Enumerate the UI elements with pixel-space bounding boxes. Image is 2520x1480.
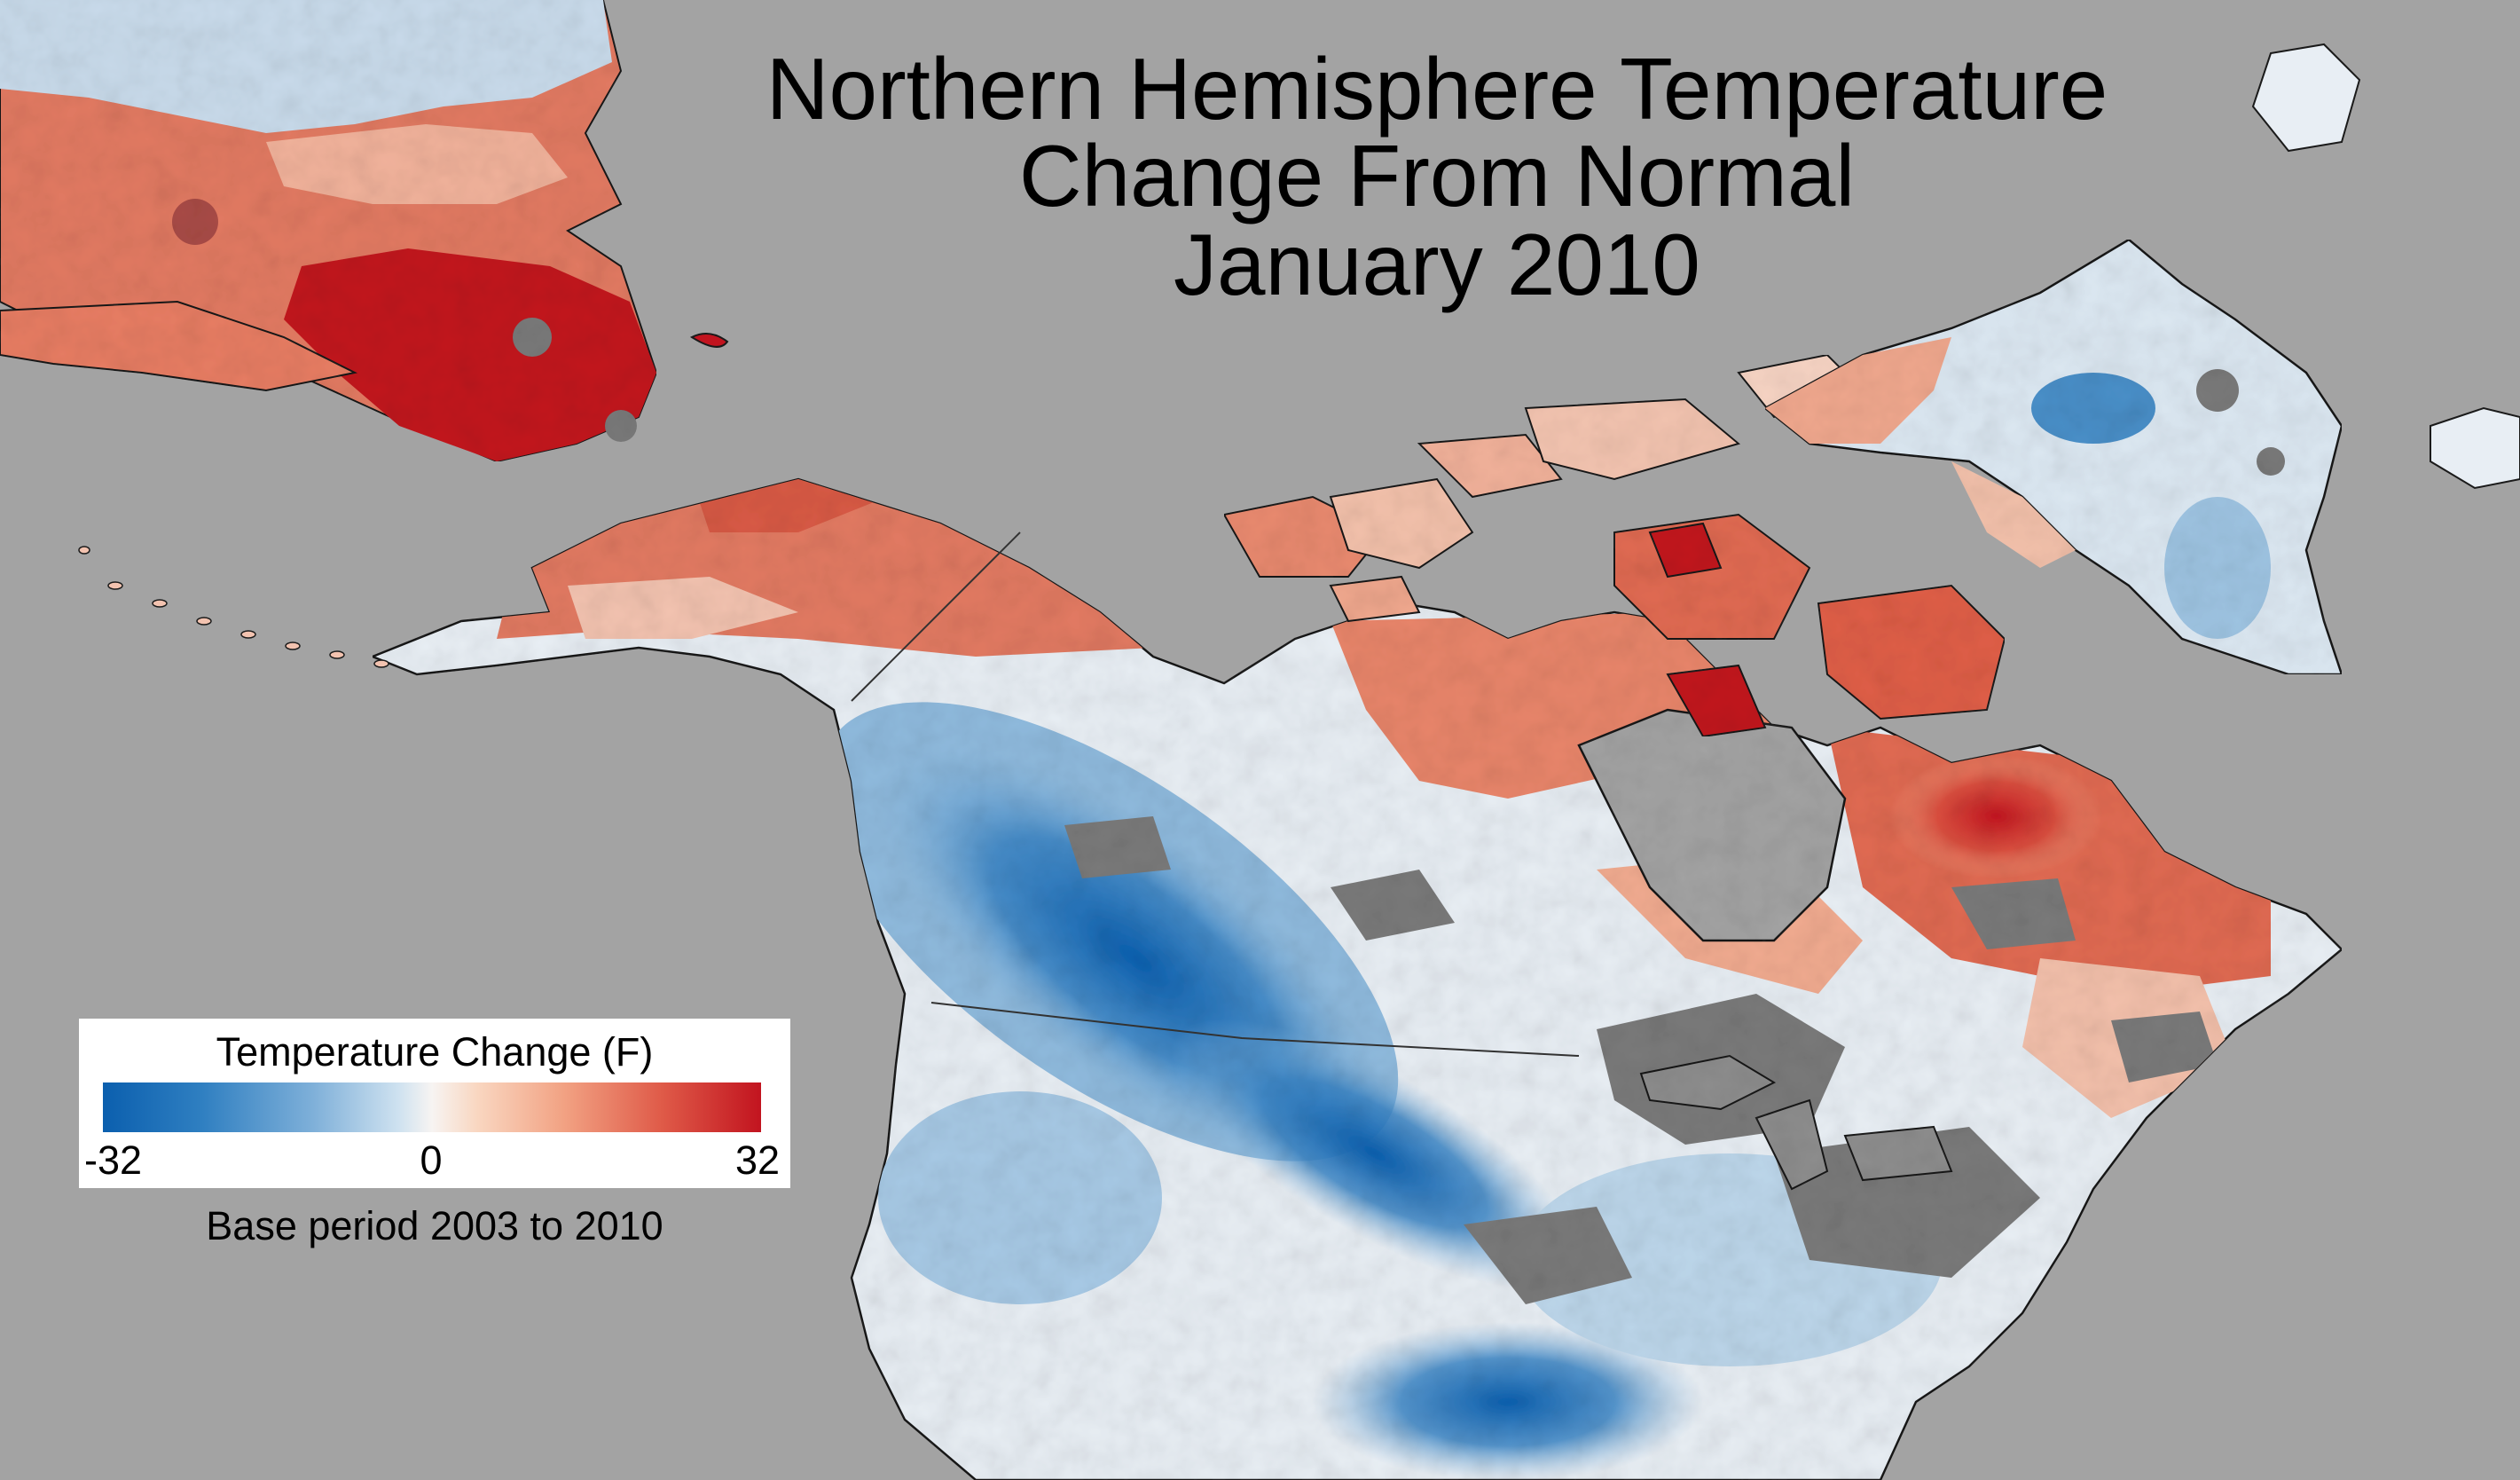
legend-title: Temperature Change (F) <box>216 1029 654 1075</box>
base-period-note: Base period 2003 to 2010 <box>206 1203 663 1248</box>
map-title-line-2: Change From Normal <box>1018 127 1856 224</box>
siberia-landmass <box>0 0 658 463</box>
legend-color-scale <box>103 1082 761 1132</box>
map-title-line-3: January 2010 <box>1174 216 1700 313</box>
map-title-line-1: Northern Hemisphere Temperature <box>765 40 2108 138</box>
arctic-archipelago <box>1222 353 2006 738</box>
legend-max-label: 32 <box>734 1138 780 1183</box>
north-america-landmass <box>371 477 2343 1480</box>
island <box>2251 43 2361 153</box>
greenland-landmass <box>1762 238 2343 676</box>
island <box>2430 406 2520 490</box>
legend: Temperature Change (F) -32 0 32 <box>79 1019 790 1188</box>
legend-mid-label: 0 <box>420 1138 443 1183</box>
island <box>689 333 729 348</box>
legend-min-label: -32 <box>84 1138 143 1183</box>
aleutian-islands <box>78 546 389 668</box>
